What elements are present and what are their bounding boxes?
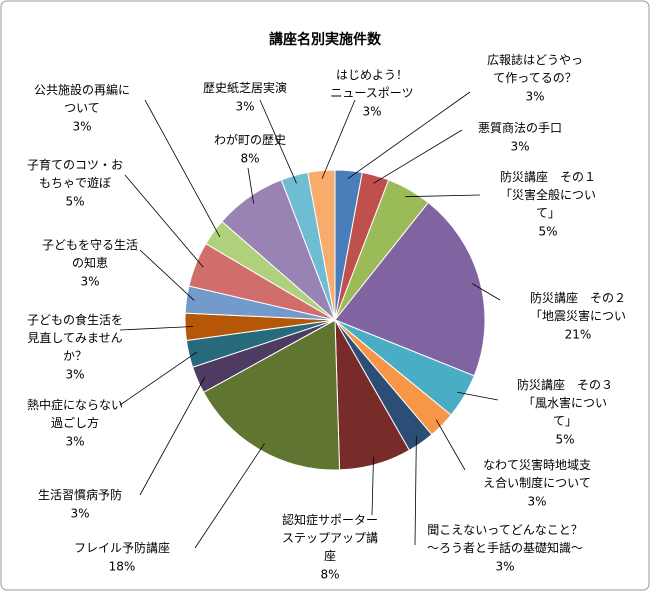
leader-line bbox=[347, 91, 471, 179]
value-label: 3% bbox=[65, 368, 84, 382]
value-label: 8% bbox=[320, 568, 339, 582]
slice-label: なわて災害時地域支え合い制度について bbox=[483, 457, 591, 490]
pie-slice bbox=[202, 319, 341, 471]
value-label: 18% bbox=[109, 560, 136, 574]
slice-label: 防災講座 その１「災害全般について」 bbox=[500, 169, 596, 220]
slice-label: 公共施設の再編について bbox=[34, 82, 130, 115]
slice-label: フレイル予防講座 bbox=[74, 540, 170, 555]
slice-label: 生活習慣病予防 bbox=[38, 487, 122, 502]
leader-line bbox=[194, 443, 265, 549]
slice-label: はじめよう！ニュースポーツ bbox=[330, 68, 413, 100]
chart-title: 講座名別実施件数 bbox=[269, 31, 382, 48]
slice-label: 子どもを守る生活の知恵 bbox=[42, 238, 138, 270]
slice-label: 広報誌はどうやって作ってるの？ bbox=[487, 52, 583, 85]
value-label: 3% bbox=[235, 100, 254, 114]
value-label: 3% bbox=[72, 120, 91, 134]
leader-line bbox=[139, 376, 206, 496]
value-label: 3% bbox=[362, 105, 381, 119]
value-label: 3% bbox=[80, 275, 99, 289]
leader-line bbox=[119, 351, 197, 406]
leader-line bbox=[119, 326, 194, 331]
pie-slice bbox=[334, 201, 486, 377]
value-label: 3% bbox=[510, 140, 529, 154]
leader-line bbox=[124, 174, 204, 268]
slice-label: 聞こえないってどんなこと？～ろう者と手話の基礎知識～ bbox=[427, 523, 583, 555]
leader-line bbox=[321, 99, 356, 179]
value-label: 8% bbox=[240, 152, 259, 166]
leader-line bbox=[373, 129, 463, 184]
value-label: 3% bbox=[495, 560, 514, 574]
leader-line bbox=[472, 283, 501, 301]
leader-line bbox=[371, 456, 374, 516]
leader-line bbox=[247, 167, 255, 204]
leader-line bbox=[435, 419, 466, 471]
value-label: 5% bbox=[538, 225, 557, 239]
leader-line bbox=[405, 194, 481, 198]
slice-label: 防災講座 その２「地震災害につい bbox=[530, 290, 626, 323]
slice-label: 悪質商法の手口 bbox=[478, 120, 562, 135]
leader-line bbox=[259, 99, 297, 184]
leader-line bbox=[414, 436, 417, 546]
slice-label: 子どもの食生活を見直してみませんか？ bbox=[27, 312, 123, 363]
slice-label: 防災講座 その３「風水害について」 bbox=[517, 377, 613, 428]
slice-label: 熱中症にならない過ごし方 bbox=[27, 397, 123, 430]
slice-label: わが町の歴史 bbox=[214, 132, 286, 147]
value-label: 3% bbox=[70, 507, 89, 521]
leader-line bbox=[457, 391, 499, 401]
leader-line bbox=[144, 99, 221, 238]
value-label: 3% bbox=[525, 90, 544, 104]
value-label: 3% bbox=[527, 495, 546, 509]
leader-line bbox=[139, 249, 195, 301]
slice-label: 子育てのコツ・おもちゃで遊ぼ bbox=[27, 157, 123, 190]
slice-label: 歴史紙芝居実演 bbox=[203, 80, 287, 95]
pie-slice bbox=[307, 169, 336, 321]
value-label: 5% bbox=[555, 433, 574, 447]
slice-label: 認知症サポーターステップアップ講座 bbox=[282, 512, 378, 563]
value-label: 3% bbox=[65, 435, 84, 449]
value-label: 21% bbox=[565, 328, 592, 342]
value-label: 5% bbox=[65, 195, 84, 209]
